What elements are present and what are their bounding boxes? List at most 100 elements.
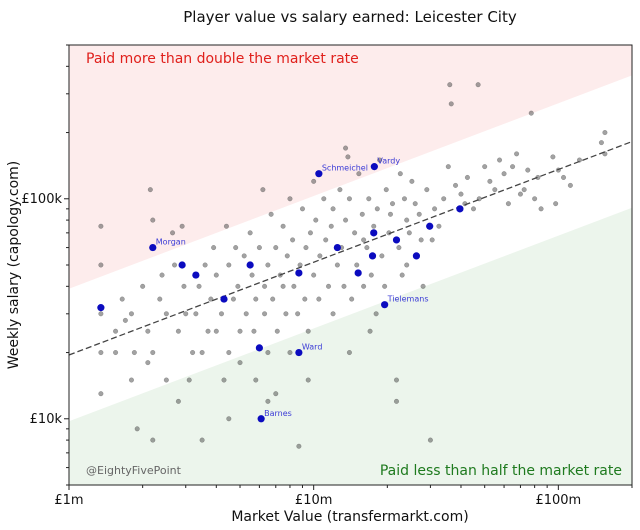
data-point bbox=[290, 237, 296, 243]
data-point bbox=[505, 201, 511, 207]
data-point bbox=[183, 311, 189, 317]
data-point bbox=[265, 398, 271, 404]
data-point bbox=[576, 157, 583, 163]
data-point bbox=[345, 154, 351, 160]
data-point bbox=[525, 167, 531, 173]
data-point bbox=[241, 253, 247, 259]
data-point bbox=[235, 283, 241, 289]
data-point bbox=[305, 377, 311, 383]
data-point bbox=[190, 349, 196, 356]
x-tick-label: £1m bbox=[54, 493, 83, 508]
leicester-player-point bbox=[97, 304, 105, 312]
data-point bbox=[397, 171, 403, 177]
data-point bbox=[291, 283, 297, 289]
player-label: Vardy bbox=[377, 157, 400, 166]
data-point bbox=[316, 296, 322, 302]
data-point bbox=[482, 164, 488, 170]
credit-label: @EightyFivePoint bbox=[86, 464, 182, 477]
data-point bbox=[260, 187, 266, 193]
data-point bbox=[458, 191, 464, 197]
data-point bbox=[113, 349, 119, 356]
data-point bbox=[270, 296, 276, 302]
data-point bbox=[226, 349, 232, 356]
data-point bbox=[145, 328, 151, 334]
data-point bbox=[368, 272, 374, 278]
data-point bbox=[352, 230, 358, 236]
data-point bbox=[243, 311, 249, 317]
leicester-players-layer: Vardy Schmeichel Morgan Tielemans Ward Barnes bbox=[97, 157, 464, 423]
data-point bbox=[237, 360, 243, 366]
data-point bbox=[567, 182, 573, 188]
data-point bbox=[295, 311, 301, 317]
data-point bbox=[237, 328, 243, 334]
data-point bbox=[367, 328, 373, 334]
data-point bbox=[553, 201, 559, 207]
data-point bbox=[213, 328, 219, 334]
data-point bbox=[346, 196, 352, 202]
data-point bbox=[492, 187, 498, 193]
data-point bbox=[521, 187, 527, 193]
leicester-player-point bbox=[315, 170, 323, 178]
data-point bbox=[452, 182, 459, 188]
data-point bbox=[253, 377, 259, 383]
data-point bbox=[436, 223, 442, 229]
leicester-player-point bbox=[333, 243, 341, 252]
data-point bbox=[296, 443, 302, 449]
leicester-player-point bbox=[255, 344, 263, 352]
data-point bbox=[113, 328, 119, 334]
data-point bbox=[226, 262, 232, 268]
other-players-layer bbox=[98, 82, 608, 449]
data-point bbox=[475, 82, 481, 88]
data-point bbox=[268, 211, 274, 217]
data-point bbox=[383, 187, 389, 193]
data-point bbox=[517, 191, 523, 197]
data-point bbox=[134, 426, 140, 432]
data-point bbox=[354, 262, 360, 268]
y-axis-label: Weekly salary (capology.com) bbox=[6, 161, 22, 369]
data-point bbox=[429, 237, 435, 243]
data-point bbox=[528, 110, 534, 116]
data-point bbox=[283, 311, 289, 317]
data-point bbox=[284, 253, 290, 259]
player-label: Barnes bbox=[264, 409, 292, 418]
data-point bbox=[311, 178, 317, 184]
y-tick-label: £100k bbox=[21, 192, 62, 207]
data-point bbox=[150, 437, 156, 443]
leicester-player-point bbox=[354, 269, 362, 277]
data-point bbox=[343, 217, 349, 223]
data-point bbox=[186, 377, 192, 383]
data-point bbox=[445, 164, 451, 170]
data-point bbox=[163, 377, 169, 383]
data-point bbox=[349, 296, 355, 302]
data-point bbox=[366, 196, 372, 202]
leicester-player-point bbox=[220, 295, 228, 303]
data-point bbox=[299, 206, 306, 212]
data-point bbox=[98, 349, 104, 356]
data-point bbox=[323, 237, 329, 243]
data-point bbox=[145, 360, 151, 366]
leicester-player-point bbox=[426, 222, 434, 230]
data-point bbox=[265, 349, 271, 356]
data-point bbox=[496, 157, 503, 163]
data-point bbox=[325, 283, 332, 289]
y-tick-label: £10k bbox=[30, 412, 63, 427]
leicester-player-point bbox=[246, 261, 254, 269]
data-point bbox=[321, 196, 327, 202]
data-point bbox=[193, 311, 199, 317]
leicester-player-point bbox=[381, 301, 389, 309]
data-point bbox=[377, 157, 383, 163]
player-label: Morgan bbox=[156, 238, 186, 247]
data-point bbox=[253, 296, 259, 302]
x-tick-label: £100m bbox=[535, 493, 581, 508]
data-point bbox=[359, 211, 365, 217]
x-tick-label: £10m bbox=[295, 493, 332, 508]
data-point bbox=[150, 217, 156, 223]
leicester-player-point bbox=[192, 271, 200, 279]
data-point bbox=[418, 237, 424, 243]
data-point bbox=[171, 262, 178, 268]
data-point bbox=[334, 262, 340, 268]
data-point bbox=[330, 206, 336, 212]
data-point bbox=[313, 217, 319, 223]
data-point bbox=[302, 296, 308, 302]
chart-title: Player value vs salary earned: Leicester… bbox=[183, 8, 517, 26]
